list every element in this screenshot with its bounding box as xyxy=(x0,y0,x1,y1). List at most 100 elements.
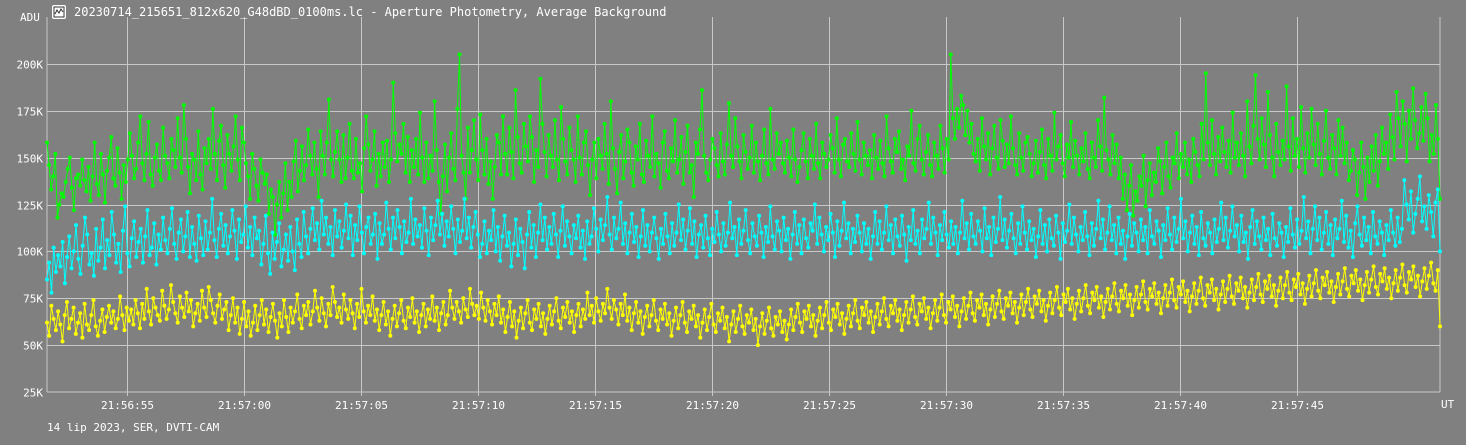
data-point xyxy=(440,174,445,179)
data-point xyxy=(1411,230,1416,235)
data-point xyxy=(840,311,845,316)
data-point xyxy=(699,223,704,228)
data-point xyxy=(424,228,429,233)
data-point xyxy=(67,234,72,239)
data-point xyxy=(929,241,933,246)
data-point xyxy=(1038,208,1043,213)
data-point xyxy=(629,170,634,175)
data-point xyxy=(756,159,760,164)
data-point xyxy=(290,320,295,325)
data-point xyxy=(1190,213,1195,218)
data-point xyxy=(1420,219,1425,224)
data-point xyxy=(1336,271,1341,276)
data-point xyxy=(1333,285,1338,289)
data-point xyxy=(921,172,926,177)
data-point xyxy=(241,140,246,145)
data-point xyxy=(1397,240,1402,244)
data-point xyxy=(1393,243,1398,248)
data-point xyxy=(1020,204,1025,209)
x-tick-label: 21:57:15 xyxy=(569,399,622,412)
data-point xyxy=(56,309,61,314)
data-point xyxy=(554,157,559,162)
data-point xyxy=(1327,290,1332,295)
data-point xyxy=(272,256,277,261)
data-point xyxy=(979,292,984,297)
data-point xyxy=(333,208,337,213)
data-point xyxy=(89,251,94,256)
data-point xyxy=(109,210,114,214)
data-point xyxy=(545,247,550,252)
data-point xyxy=(135,311,140,316)
data-point xyxy=(576,301,581,306)
data-point xyxy=(297,168,302,173)
data-point xyxy=(658,307,663,312)
data-point xyxy=(1311,142,1316,147)
data-point xyxy=(676,202,681,207)
data-point xyxy=(1230,204,1235,209)
data-point xyxy=(212,151,217,156)
data-point xyxy=(957,324,962,329)
data-point xyxy=(376,151,381,156)
data-point xyxy=(1112,223,1117,228)
data-point xyxy=(380,140,385,145)
data-point xyxy=(256,198,261,203)
data-point xyxy=(786,322,791,327)
data-point xyxy=(1015,320,1019,325)
data-point xyxy=(518,305,523,310)
data-point xyxy=(1002,165,1007,169)
data-point xyxy=(857,326,862,331)
data-point xyxy=(585,290,590,295)
data-point xyxy=(824,225,829,229)
data-point xyxy=(1108,307,1112,312)
data-point xyxy=(919,157,924,162)
data-point xyxy=(1017,131,1022,136)
data-point xyxy=(573,180,578,184)
data-point xyxy=(1324,210,1329,214)
data-point xyxy=(388,333,393,338)
data-point xyxy=(1147,161,1152,166)
data-point xyxy=(1276,288,1281,293)
data-point xyxy=(712,146,717,151)
data-point xyxy=(368,313,373,318)
data-point xyxy=(1065,286,1070,291)
data-point xyxy=(353,223,358,228)
data-point xyxy=(1135,198,1140,203)
data-point xyxy=(820,326,825,331)
data-point xyxy=(1189,180,1194,184)
data-point xyxy=(339,245,344,250)
data-point xyxy=(975,136,980,141)
data-point xyxy=(1319,247,1324,252)
data-point xyxy=(1074,301,1079,306)
data-point xyxy=(74,223,78,228)
data-point xyxy=(1107,204,1112,209)
data-point xyxy=(439,311,444,316)
data-point xyxy=(766,240,771,244)
data-point xyxy=(654,151,659,156)
lightcurve-app-icon[interactable] xyxy=(52,5,66,19)
data-point xyxy=(940,238,945,243)
data-point xyxy=(142,316,147,321)
data-point xyxy=(1196,253,1201,258)
data-point xyxy=(1221,279,1225,284)
data-point xyxy=(381,300,386,304)
data-point xyxy=(452,316,457,321)
data-point xyxy=(467,170,472,175)
data-point xyxy=(235,305,240,310)
data-point xyxy=(181,249,186,254)
data-point xyxy=(538,76,543,81)
data-point xyxy=(737,217,741,222)
data-point xyxy=(1295,136,1299,141)
data-point xyxy=(1098,144,1102,149)
data-point xyxy=(422,206,427,211)
data-point xyxy=(777,228,782,233)
data-point xyxy=(220,316,224,321)
data-point xyxy=(778,309,782,314)
data-point xyxy=(175,116,180,121)
data-point xyxy=(112,232,116,237)
data-point xyxy=(1245,305,1250,310)
data-point xyxy=(397,142,402,147)
data-point xyxy=(837,322,842,327)
data-point xyxy=(1208,230,1213,235)
data-point xyxy=(288,305,293,310)
